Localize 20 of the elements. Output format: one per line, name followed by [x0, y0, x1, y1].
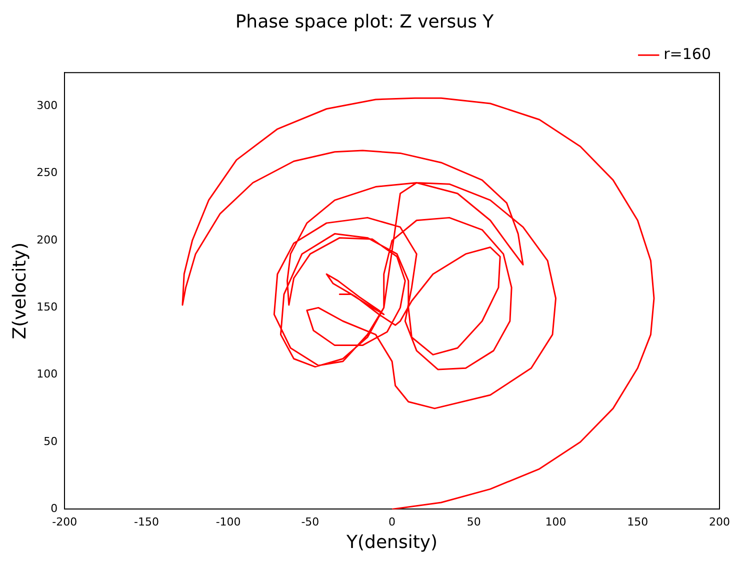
x-tick-label: 0: [388, 516, 396, 529]
y-tick-label: 0: [50, 502, 58, 516]
x-tick-label: 200: [709, 516, 730, 529]
y-tick-label: 250: [36, 166, 58, 180]
x-tick-label: -200: [52, 516, 78, 529]
chart-title: Phase space plot: Z versus Y: [235, 11, 495, 32]
y-tick-label: 50: [44, 434, 58, 448]
y-axis-title: Z(velocity): [9, 242, 30, 340]
legend-label: r=160: [664, 44, 712, 63]
x-tick-label: -100: [216, 516, 241, 529]
x-tick-label: 150: [627, 516, 648, 529]
y-tick-label: 100: [36, 368, 58, 381]
x-tick-label: -150: [134, 516, 159, 529]
x-tick-label: 50: [466, 516, 481, 529]
y-tick-label: 150: [36, 300, 58, 314]
x-axis-title: Y(density): [346, 532, 438, 553]
x-tick-label: -50: [301, 516, 320, 529]
y-tick-label: 300: [36, 99, 58, 112]
y-tick-label: 200: [36, 233, 58, 246]
x-tick-label: 100: [545, 516, 566, 529]
